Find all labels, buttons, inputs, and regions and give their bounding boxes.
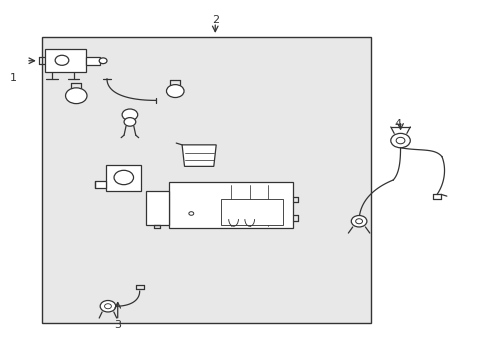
Text: 2: 2: [211, 15, 218, 26]
Bar: [44, 49, 86, 72]
Circle shape: [350, 216, 366, 227]
Bar: [42, 37, 370, 323]
Circle shape: [395, 137, 404, 144]
Bar: [168, 182, 293, 228]
Bar: [95, 181, 105, 188]
Text: 4: 4: [394, 120, 401, 129]
Text: 1: 1: [9, 73, 17, 83]
Circle shape: [114, 170, 133, 185]
Circle shape: [65, 88, 87, 104]
Polygon shape: [182, 145, 216, 166]
Circle shape: [100, 301, 116, 312]
Circle shape: [166, 85, 183, 98]
Circle shape: [390, 134, 409, 148]
Circle shape: [104, 304, 111, 309]
Circle shape: [355, 219, 362, 224]
Circle shape: [55, 55, 69, 65]
Circle shape: [122, 109, 138, 121]
Bar: [86, 57, 100, 65]
Text: 3: 3: [114, 320, 121, 330]
Bar: [145, 190, 168, 225]
Bar: [221, 199, 283, 225]
Circle shape: [188, 212, 193, 215]
Circle shape: [99, 58, 107, 64]
Circle shape: [124, 118, 136, 126]
Bar: [105, 165, 141, 192]
